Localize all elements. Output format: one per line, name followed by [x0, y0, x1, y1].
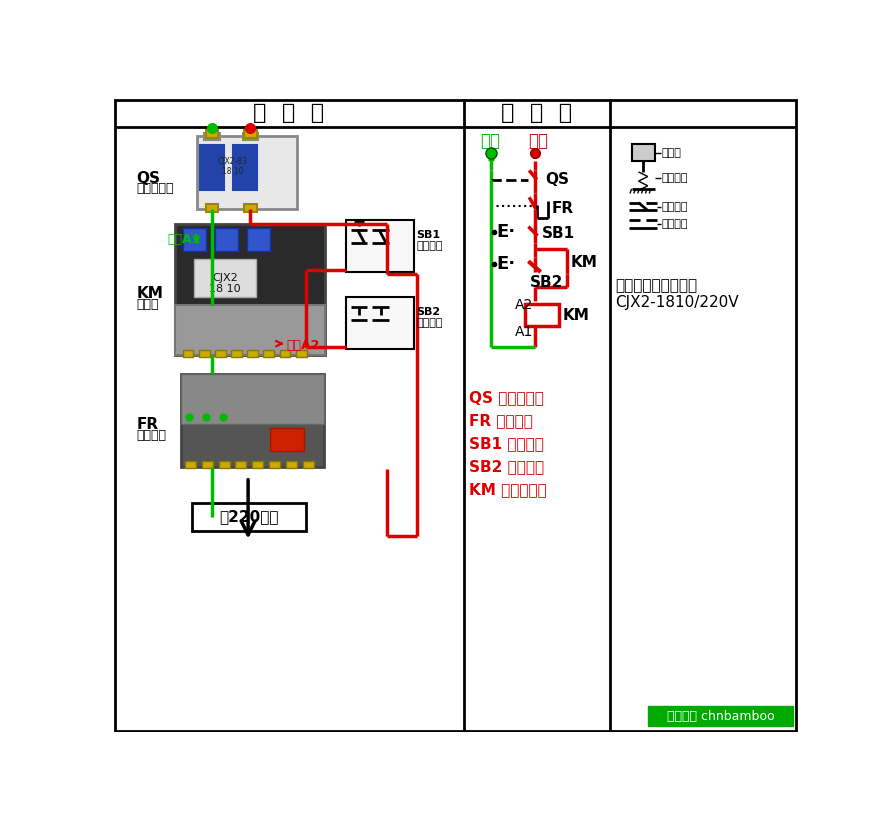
Text: 实  物  图: 实 物 图	[253, 104, 324, 123]
Text: KM: KM	[136, 286, 164, 301]
Bar	[252, 462, 263, 468]
Text: 启动按钮: 启动按钮	[417, 318, 444, 328]
Text: 零线: 零线	[481, 133, 501, 150]
Text: SB2 启动按钮: SB2 启动按钮	[469, 459, 544, 474]
Bar	[235, 462, 245, 468]
Bar	[231, 350, 242, 356]
Text: SB2: SB2	[417, 307, 441, 317]
Text: FR: FR	[551, 202, 573, 216]
Text: 百度知道 chnbamboo: 百度知道 chnbamboo	[667, 709, 774, 723]
Text: E·: E·	[497, 223, 516, 241]
Bar	[204, 133, 220, 140]
Text: 18 10: 18 10	[222, 167, 244, 176]
Bar	[219, 462, 229, 468]
Bar	[303, 462, 314, 468]
Text: QS: QS	[545, 172, 569, 187]
Bar	[263, 350, 275, 356]
Bar	[243, 133, 258, 140]
Text: KM 交流接触器: KM 交流接触器	[469, 482, 547, 497]
Text: 按钮帽: 按钮帽	[661, 147, 682, 158]
Text: 线圈A2: 线圈A2	[286, 339, 320, 352]
Text: SB1: SB1	[542, 226, 575, 241]
Bar	[286, 462, 297, 468]
Text: 常开触头: 常开触头	[661, 219, 688, 230]
Bar	[244, 130, 257, 138]
Text: SB1: SB1	[417, 230, 441, 240]
Bar	[199, 350, 210, 356]
Bar	[346, 296, 413, 349]
Bar	[346, 220, 413, 272]
Text: 复位弹簧: 复位弹簧	[661, 173, 688, 183]
Text: SB1 停止按钮: SB1 停止按钮	[469, 436, 544, 451]
Bar	[215, 350, 226, 356]
Text: QS 空气断路器: QS 空气断路器	[469, 390, 544, 405]
Text: A1: A1	[516, 325, 533, 339]
Bar	[181, 374, 324, 425]
Bar	[247, 350, 258, 356]
Bar	[631, 144, 654, 161]
Bar	[233, 145, 257, 189]
Text: 线圈A1: 线圈A1	[167, 233, 201, 246]
Bar	[215, 228, 238, 251]
Bar	[296, 350, 307, 356]
Text: CJX2-1810/220V: CJX2-1810/220V	[615, 295, 739, 310]
Bar	[196, 136, 297, 209]
Text: FR: FR	[136, 417, 158, 432]
Text: 常闭触头: 常闭触头	[661, 202, 688, 212]
Text: 火线: 火线	[528, 133, 549, 150]
Text: 空气断路器: 空气断路器	[136, 183, 174, 195]
Text: QS: QS	[136, 170, 160, 185]
Bar	[648, 706, 793, 727]
Bar	[175, 305, 325, 356]
Bar	[185, 462, 196, 468]
Text: 原  理  图: 原 理 图	[501, 104, 573, 123]
Bar	[247, 228, 270, 251]
Bar	[175, 225, 325, 356]
Text: 接220电机: 接220电机	[219, 509, 278, 524]
Bar	[205, 204, 218, 212]
Text: 停止按钮: 停止按钮	[417, 241, 444, 251]
Text: 18 10: 18 10	[209, 284, 241, 294]
Bar	[269, 428, 304, 452]
Text: FR 热继电器: FR 热继电器	[469, 413, 533, 428]
Text: E·: E·	[497, 255, 516, 273]
Bar	[202, 462, 212, 468]
Bar	[181, 374, 324, 467]
Text: CJX2: CJX2	[212, 273, 238, 283]
Bar	[280, 350, 291, 356]
Bar	[182, 350, 194, 356]
Text: KM: KM	[571, 255, 597, 270]
Bar	[200, 145, 224, 189]
Bar	[182, 228, 205, 251]
Text: KM: KM	[562, 308, 589, 323]
Text: 接触器: 接触器	[136, 298, 159, 311]
Text: CJX2-83: CJX2-83	[218, 156, 248, 165]
Bar	[205, 130, 218, 138]
Bar	[192, 503, 306, 531]
Text: 注：交流接触器选用: 注：交流接触器选用	[615, 278, 698, 293]
Bar	[244, 204, 257, 212]
Text: 热继电器: 热继电器	[136, 429, 166, 442]
Bar	[194, 259, 256, 297]
Text: SB2: SB2	[530, 275, 564, 290]
Bar	[525, 305, 559, 326]
Text: A2: A2	[516, 298, 533, 312]
Bar	[268, 462, 280, 468]
